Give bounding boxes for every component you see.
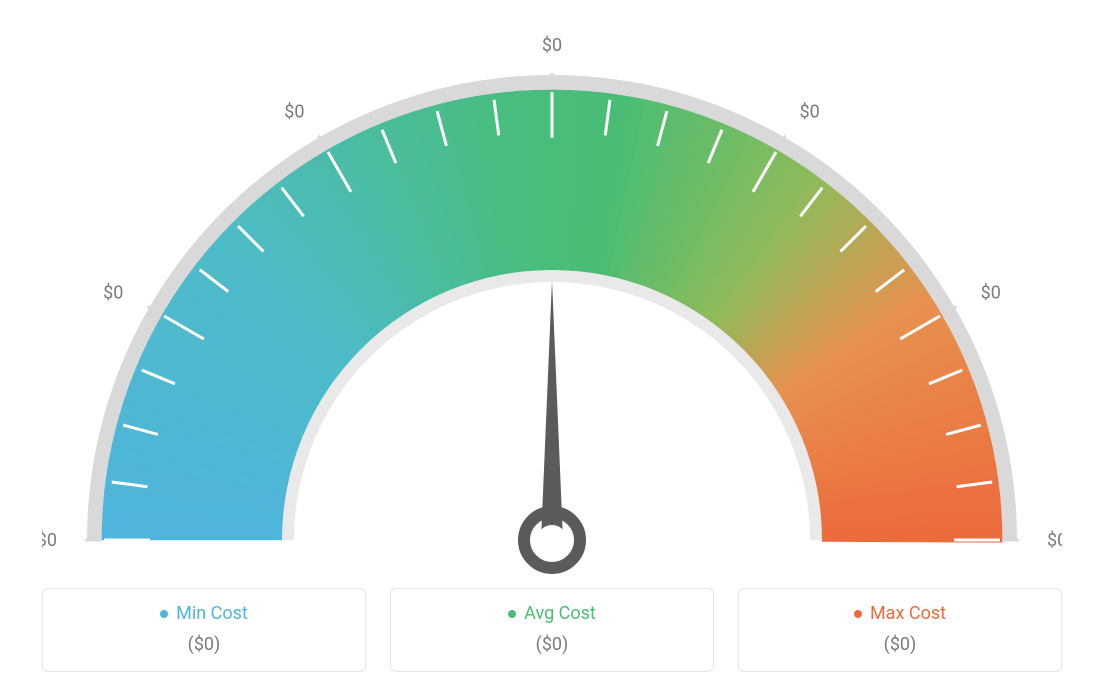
legend-label-avg: Avg Cost [524, 603, 596, 624]
svg-text:$0: $0 [284, 101, 304, 122]
legend-dot-min [160, 610, 168, 618]
gauge-svg: $0 $0 $0 $0 $0 $0 $0 [42, 20, 1062, 580]
legend-card-avg: Avg Cost ($0) [390, 588, 714, 673]
legend-title-min: Min Cost [160, 603, 248, 624]
legend-title-max: Max Cost [854, 603, 946, 624]
legend-value-min: ($0) [53, 634, 355, 655]
svg-text:$0: $0 [542, 35, 562, 56]
legend-label-min: Min Cost [176, 603, 248, 624]
svg-text:$0: $0 [1047, 530, 1062, 551]
legend-value-avg: ($0) [401, 634, 703, 655]
legend-dot-max [854, 610, 862, 618]
gauge-chart: $0 $0 $0 $0 $0 $0 $0 [42, 20, 1062, 580]
legend-value-max: ($0) [749, 634, 1051, 655]
svg-text:$0: $0 [800, 101, 820, 122]
svg-text:$0: $0 [981, 283, 1001, 304]
legend-card-min: Min Cost ($0) [42, 588, 366, 673]
legend-dot-avg [508, 610, 516, 618]
svg-text:$0: $0 [103, 283, 123, 304]
legend-card-max: Max Cost ($0) [738, 588, 1062, 673]
legend-row: Min Cost ($0) Avg Cost ($0) Max Cost ($0… [42, 588, 1062, 673]
svg-text:$0: $0 [42, 530, 57, 551]
legend-label-max: Max Cost [870, 603, 946, 624]
legend-title-avg: Avg Cost [508, 603, 596, 624]
